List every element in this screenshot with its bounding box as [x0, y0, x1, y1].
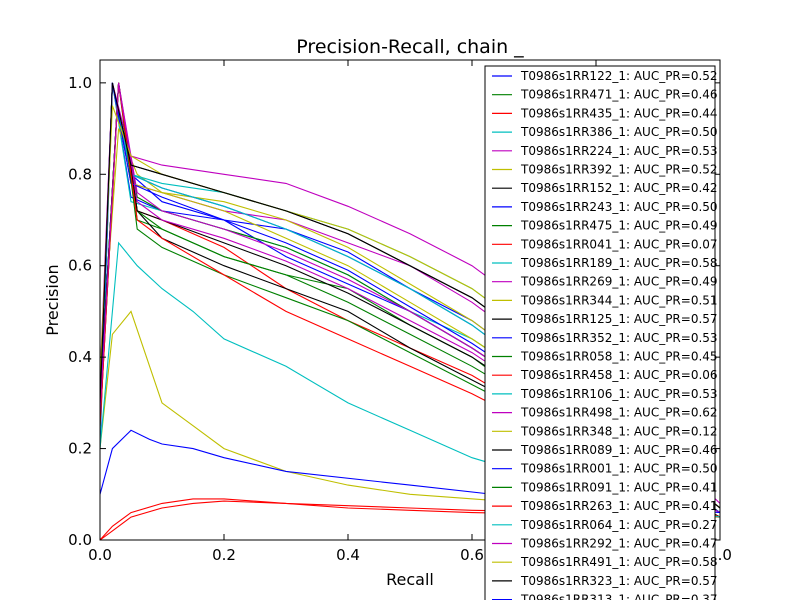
legend: T0986s1RR122_1: AUC_PR=0.52 T0986s1RR471_… — [484, 65, 718, 600]
legend-label: T0986s1RR392_1: AUC_PR=0.52 — [520, 163, 718, 177]
legend-label: T0986s1RR224_1: AUC_PR=0.53 — [520, 144, 718, 158]
legend-label: T0986s1RR041_1: AUC_PR=0.07 — [520, 237, 718, 251]
y-tick-label: 0.2 — [68, 440, 92, 458]
legend-label: T0986s1RR458_1: AUC_PR=0.06 — [520, 368, 718, 382]
plot-frame — [99, 59, 721, 541]
x-tick-label: 0.4 — [336, 546, 360, 564]
legend-label: T0986s1RR064_1: AUC_PR=0.27 — [520, 518, 718, 532]
legend-label: T0986s1RR263_1: AUC_PR=0.41 — [520, 499, 718, 513]
legend-label: T0986s1RR243_1: AUC_PR=0.50 — [520, 200, 718, 214]
legend-label: T0986s1RR269_1: AUC_PR=0.49 — [520, 275, 718, 289]
x-tick-label: 0.0 — [88, 546, 112, 564]
legend-label: T0986s1RR189_1: AUC_PR=0.58 — [520, 256, 718, 270]
legend-label: T0986s1RR091_1: AUC_PR=0.41 — [520, 480, 718, 494]
legend-label: T0986s1RR471_1: AUC_PR=0.46 — [520, 88, 718, 102]
legend-label: T0986s1RR344_1: AUC_PR=0.51 — [520, 293, 718, 307]
chart-title: Precision-Recall, chain _ — [296, 36, 524, 58]
y-axis-title: Precision — [43, 264, 62, 335]
y-tick-label: 0.6 — [68, 257, 92, 275]
legend-label: T0986s1RR152_1: AUC_PR=0.42 — [520, 181, 718, 195]
legend-label: T0986s1RR313_1: AUC_PR=0.37 — [520, 593, 718, 600]
y-tick-label: 0.0 — [68, 531, 92, 549]
legend-label: T0986s1RR089_1: AUC_PR=0.46 — [520, 443, 718, 457]
legend-label: T0986s1RR491_1: AUC_PR=0.58 — [520, 555, 718, 569]
legend-label: T0986s1RR122_1: AUC_PR=0.52 — [520, 69, 718, 83]
legend-label: T0986s1RR323_1: AUC_PR=0.57 — [520, 574, 718, 588]
y-tick-label: 1.0 — [68, 74, 92, 92]
x-axis-title: Recall — [386, 570, 434, 589]
legend-frame — [484, 65, 716, 600]
x-tick-label: 0.6 — [460, 546, 484, 564]
legend-label: T0986s1RR292_1: AUC_PR=0.47 — [520, 537, 718, 551]
legend-label: T0986s1RR001_1: AUC_PR=0.50 — [520, 462, 718, 476]
legend-label: T0986s1RR352_1: AUC_PR=0.53 — [520, 331, 718, 345]
legend-label: T0986s1RR348_1: AUC_PR=0.12 — [520, 424, 718, 438]
legend-label: T0986s1RR475_1: AUC_PR=0.49 — [520, 219, 718, 233]
y-axis: 0.0 0.2 0.4 0.6 0.8 1.0 — [68, 74, 720, 549]
y-tick-label: 0.4 — [68, 348, 92, 366]
legend-label: T0986s1RR106_1: AUC_PR=0.53 — [520, 387, 718, 401]
x-tick-label: 0.2 — [212, 546, 236, 564]
legend-label: T0986s1RR435_1: AUC_PR=0.44 — [520, 106, 718, 120]
series-line-20 — [100, 310, 720, 518]
y-tick-label: 0.8 — [68, 165, 92, 183]
legend-label: T0986s1RR125_1: AUC_PR=0.57 — [520, 312, 718, 326]
legend-label: T0986s1RR386_1: AUC_PR=0.50 — [520, 125, 718, 139]
legend-label: T0986s1RR058_1: AUC_PR=0.45 — [520, 350, 718, 364]
legend-label: T0986s1RR498_1: AUC_PR=0.62 — [520, 406, 718, 420]
